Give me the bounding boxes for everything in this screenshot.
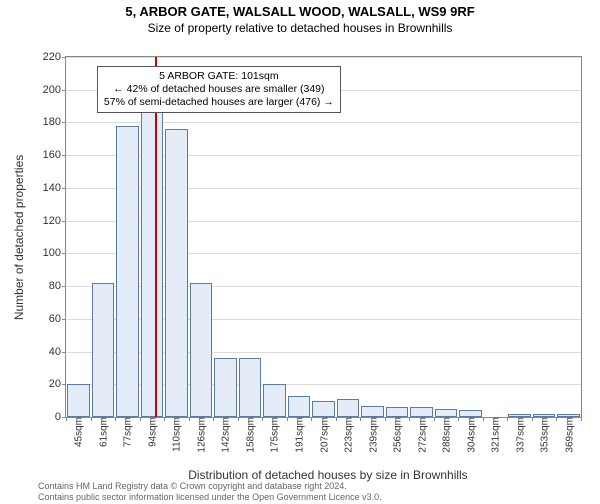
x-tick-mark — [581, 417, 582, 421]
x-tick-mark — [262, 417, 263, 421]
x-tick-mark — [140, 417, 141, 421]
x-tick-mark — [311, 417, 312, 421]
x-tick-label: 272sqm — [415, 417, 428, 453]
histogram-bar — [410, 407, 433, 417]
histogram-chart: 02040608010012014016018020022045sqm61sqm… — [65, 56, 582, 418]
y-tick-label: 60 — [49, 313, 66, 325]
x-tick-label: 142sqm — [219, 417, 232, 453]
x-tick-mark — [115, 417, 116, 421]
x-tick-label: 158sqm — [243, 417, 256, 453]
page-title: 5, ARBOR GATE, WALSALL WOOD, WALSALL, WS… — [0, 4, 600, 19]
x-tick-mark — [164, 417, 165, 421]
x-axis-label: Distribution of detached houses by size … — [188, 468, 467, 482]
y-axis-label: Number of detached properties — [12, 155, 26, 320]
histogram-bar — [263, 384, 286, 417]
histogram-bar — [239, 358, 262, 417]
x-tick-label: 337sqm — [513, 417, 526, 453]
x-tick-label: 239sqm — [366, 417, 379, 453]
y-tick-label: 40 — [49, 346, 66, 358]
y-tick-label: 0 — [55, 411, 66, 423]
x-tick-mark — [409, 417, 410, 421]
histogram-bar — [435, 409, 458, 417]
x-tick-label: 304sqm — [464, 417, 477, 453]
x-tick-mark — [91, 417, 92, 421]
annotation-line-1: 5 ARBOR GATE: 101sqm — [104, 70, 334, 83]
histogram-bar — [141, 90, 164, 417]
x-tick-mark — [458, 417, 459, 421]
x-tick-mark — [336, 417, 337, 421]
x-tick-label: 321sqm — [489, 417, 502, 453]
x-tick-label: 126sqm — [194, 417, 207, 453]
x-tick-mark — [360, 417, 361, 421]
x-tick-mark — [507, 417, 508, 421]
x-tick-mark — [483, 417, 484, 421]
grid-line — [66, 57, 581, 58]
histogram-bar — [214, 358, 237, 417]
y-tick-label: 120 — [43, 215, 66, 227]
x-tick-mark — [238, 417, 239, 421]
histogram-bar — [361, 406, 384, 417]
x-tick-label: 175sqm — [268, 417, 281, 453]
annotation-line-3: 57% of semi-detached houses are larger (… — [104, 96, 334, 109]
x-tick-label: 61sqm — [96, 417, 109, 447]
credits-line-1: Contains HM Land Registry data © Crown c… — [38, 481, 382, 491]
histogram-bar — [165, 129, 188, 417]
x-tick-mark — [189, 417, 190, 421]
y-tick-label: 220 — [43, 51, 66, 63]
x-tick-mark — [532, 417, 533, 421]
x-tick-label: 191sqm — [292, 417, 305, 453]
x-tick-mark — [287, 417, 288, 421]
histogram-bar — [116, 126, 139, 417]
x-tick-mark — [556, 417, 557, 421]
y-tick-label: 20 — [49, 378, 66, 390]
annotation-box: 5 ARBOR GATE: 101sqm← 42% of detached ho… — [97, 66, 341, 113]
x-tick-label: 369sqm — [562, 417, 575, 453]
x-tick-label: 207sqm — [317, 417, 330, 453]
histogram-bar — [92, 283, 115, 417]
page-subtitle: Size of property relative to detached ho… — [0, 21, 600, 35]
credits-line-2: Contains public sector information licen… — [38, 492, 382, 502]
credits-text: Contains HM Land Registry data © Crown c… — [38, 481, 382, 502]
x-tick-label: 45sqm — [72, 417, 85, 447]
annotation-line-2: ← 42% of detached houses are smaller (34… — [104, 83, 334, 96]
x-tick-label: 256sqm — [391, 417, 404, 453]
x-tick-mark — [385, 417, 386, 421]
histogram-bar — [386, 407, 409, 417]
histogram-bar — [67, 384, 90, 417]
x-tick-label: 110sqm — [170, 417, 183, 452]
x-tick-label: 223sqm — [342, 417, 355, 453]
x-tick-mark — [213, 417, 214, 421]
x-tick-mark — [434, 417, 435, 421]
histogram-bar — [288, 396, 311, 417]
x-tick-label: 77sqm — [121, 417, 134, 447]
y-tick-label: 80 — [49, 280, 66, 292]
x-tick-label: 288sqm — [440, 417, 453, 453]
x-tick-mark — [66, 417, 67, 421]
x-tick-label: 353sqm — [538, 417, 551, 453]
y-tick-label: 180 — [43, 116, 66, 128]
y-tick-label: 140 — [43, 182, 66, 194]
histogram-bar — [337, 399, 360, 417]
y-tick-label: 160 — [43, 149, 66, 161]
y-tick-label: 100 — [43, 247, 66, 259]
y-tick-label: 200 — [43, 84, 66, 96]
x-tick-label: 94sqm — [145, 417, 158, 447]
histogram-bar — [312, 401, 335, 417]
histogram-bar — [190, 283, 213, 417]
